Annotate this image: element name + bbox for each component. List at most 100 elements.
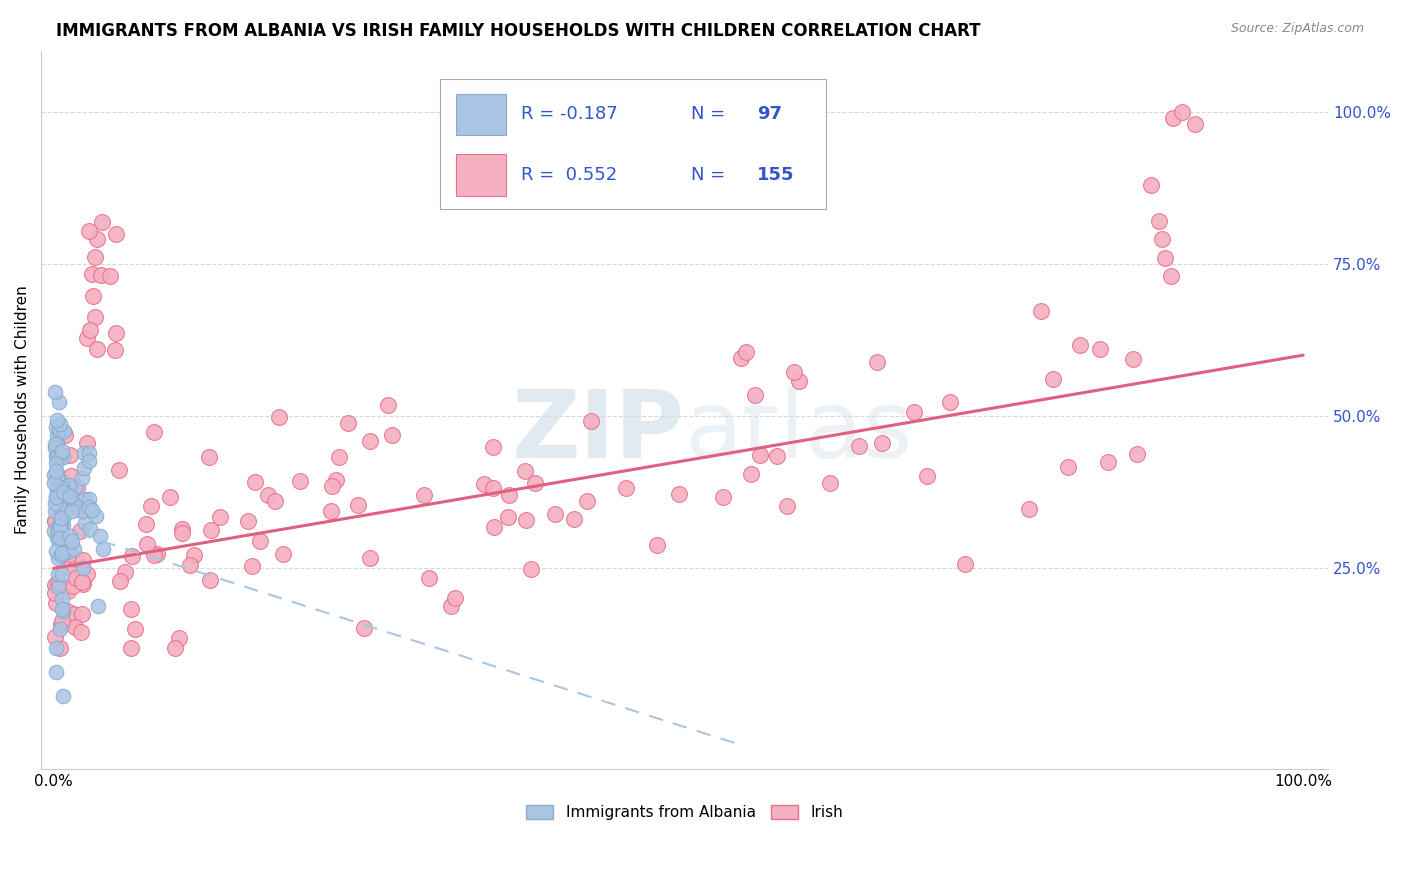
Point: [77, 453, 100, 467]
Point: [46, 413, 69, 427]
Point: [114, 565, 136, 579]
Point: [145, 547, 167, 561]
Point: [269, 410, 291, 425]
Point: [46, 530, 69, 544]
Point: [65, 620, 87, 634]
Point: [44, 640, 66, 655]
Point: [484, 520, 506, 534]
Point: [60, 534, 83, 549]
Point: [44, 504, 66, 518]
Point: [498, 509, 520, 524]
Point: [51, 482, 73, 496]
Point: [52, 517, 75, 532]
Point: [45, 420, 67, 434]
Point: [72, 576, 94, 591]
Point: [124, 622, 146, 636]
Point: [472, 476, 495, 491]
Point: [1029, 304, 1052, 318]
Point: [73, 446, 96, 460]
Point: [46, 566, 69, 581]
Point: [44, 630, 66, 644]
Point: [711, 490, 734, 504]
Point: [46, 533, 69, 548]
Point: [44, 495, 66, 509]
Point: [1184, 117, 1206, 131]
Point: [90, 268, 112, 282]
Point: [562, 512, 585, 526]
Point: [59, 468, 82, 483]
Point: [66, 480, 89, 494]
Point: [104, 343, 127, 357]
Point: [86, 232, 108, 246]
Point: [1069, 338, 1091, 352]
Point: [77, 224, 100, 238]
Point: [82, 267, 104, 281]
Point: [359, 551, 381, 566]
Point: [353, 621, 375, 635]
Point: [1018, 502, 1040, 516]
Point: [84, 250, 107, 264]
Point: [321, 478, 343, 492]
Point: [73, 460, 96, 475]
Point: [903, 405, 925, 419]
Point: [59, 547, 82, 561]
Point: [76, 567, 98, 582]
Point: [167, 631, 190, 645]
Point: [328, 450, 350, 464]
Point: [142, 425, 165, 440]
Point: [51, 614, 73, 628]
Point: [45, 464, 67, 478]
Point: [321, 504, 343, 518]
Point: [336, 416, 359, 430]
Point: [49, 548, 72, 562]
Point: [440, 599, 463, 614]
Point: [325, 473, 347, 487]
Point: [46, 523, 69, 537]
Point: [44, 514, 66, 528]
Point: [65, 571, 87, 585]
Point: [59, 529, 82, 543]
Point: [818, 475, 841, 490]
Point: [51, 690, 73, 704]
Point: [45, 435, 67, 450]
Point: [65, 552, 87, 566]
Point: [520, 562, 543, 576]
Point: [59, 448, 82, 462]
Point: [46, 551, 69, 566]
Point: [481, 481, 503, 495]
Point: [121, 549, 143, 563]
Point: [56, 544, 79, 558]
Point: [45, 449, 67, 463]
Point: [381, 427, 404, 442]
Point: [939, 395, 962, 409]
Point: [170, 522, 193, 536]
Point: [59, 490, 82, 504]
Point: [543, 507, 565, 521]
Point: [1097, 455, 1119, 469]
Point: [730, 351, 752, 366]
Point: [377, 398, 399, 412]
Point: [163, 640, 186, 655]
Point: [172, 526, 194, 541]
Point: [748, 448, 770, 462]
Point: [46, 491, 69, 505]
Point: [59, 561, 82, 575]
Point: [42, 524, 65, 538]
Point: [72, 552, 94, 566]
Point: [51, 601, 73, 615]
Point: [58, 584, 80, 599]
Point: [70, 574, 93, 589]
Point: [515, 513, 537, 527]
Point: [575, 494, 598, 508]
Point: [70, 624, 93, 639]
Point: [62, 579, 84, 593]
Point: [46, 495, 69, 509]
Point: [108, 574, 131, 589]
Point: [49, 474, 72, 488]
Point: [45, 470, 67, 484]
Point: [1122, 352, 1144, 367]
Point: [108, 463, 131, 477]
Point: [49, 510, 72, 524]
Point: [513, 464, 536, 478]
Point: [49, 447, 72, 461]
